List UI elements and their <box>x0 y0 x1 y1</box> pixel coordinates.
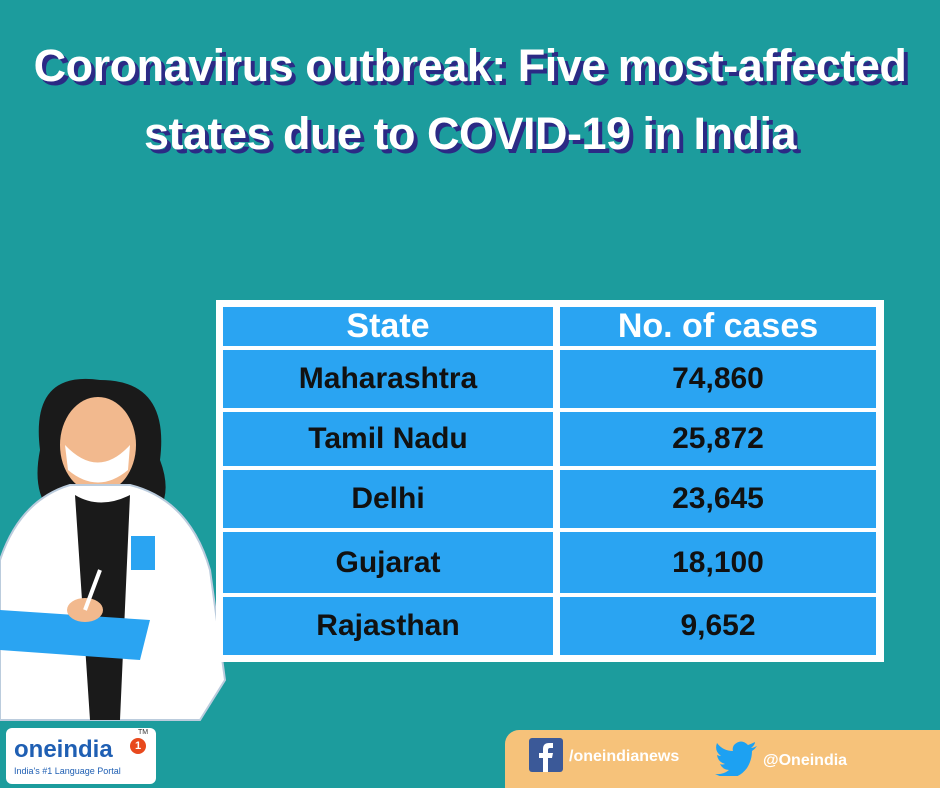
trademark: TM <box>138 729 149 736</box>
facebook-icon <box>529 738 563 772</box>
state-cell: Delhi <box>223 470 553 528</box>
logo-badge: 1 <box>130 738 146 754</box>
facebook-handle: /oneindianews <box>569 748 680 765</box>
logo-text: oneindia <box>14 736 113 763</box>
twitter-icon <box>715 741 757 776</box>
cases-cell: 74,860 <box>560 350 876 408</box>
state-cell: Rajasthan <box>223 597 553 655</box>
state-cell: Gujarat <box>223 532 553 593</box>
footer-bar: /oneindianews @Oneindia <box>505 730 940 788</box>
doctor-illustration <box>0 378 227 721</box>
table: State No. of cases Maharashtra 74,860 Tami… <box>216 300 884 662</box>
cases-cell: 25,872 <box>560 412 876 466</box>
title: Coronavirus outbreak: Five most-affected… <box>33 40 907 159</box>
state-cell: Tamil Nadu <box>223 412 553 466</box>
cases-cell: 23,645 <box>560 470 876 528</box>
cases-cell: 18,100 <box>560 532 876 593</box>
logo: oneindia 1 TM India's #1 Language Portal <box>6 728 156 784</box>
header-cell: State <box>223 307 553 346</box>
logo-tagline: India's #1 Language Portal <box>14 766 121 776</box>
cases-cell: 9,652 <box>560 597 876 655</box>
header-cell: No. of cases <box>560 307 876 346</box>
state-cell: Maharashtra <box>223 350 553 408</box>
twitter-handle: @Oneindia <box>763 752 848 769</box>
